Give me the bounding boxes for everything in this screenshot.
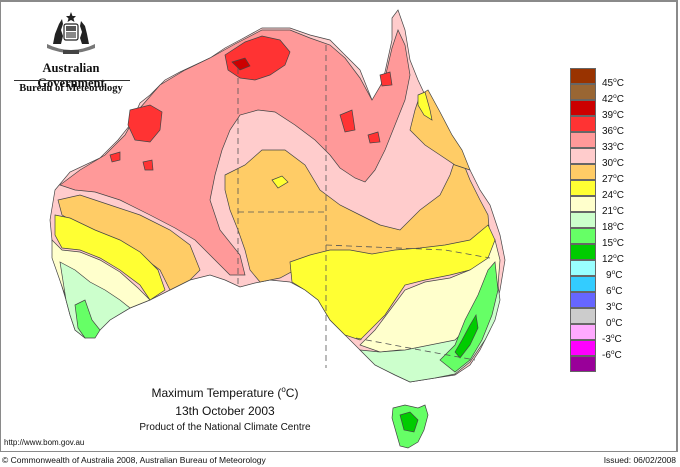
legend-swatch-9 xyxy=(570,260,596,276)
legend-label-24: 24oC xyxy=(602,189,624,201)
legend-swatch-36 xyxy=(570,116,596,132)
map-product: Product of the National Climate Centre xyxy=(139,422,311,433)
legend-label-33: 33oC xyxy=(602,141,624,153)
legend-swatch-3 xyxy=(570,292,596,308)
zone-36c-kimberley xyxy=(127,104,163,143)
state-border-nsw-vic xyxy=(355,337,476,361)
legend-label-minus6: -6oC xyxy=(602,349,622,361)
legend-label-6: 6oC xyxy=(606,285,623,297)
legend-swatch-0 xyxy=(570,308,596,324)
government-name: Australian Government xyxy=(37,61,105,90)
legend-swatch-minus6 xyxy=(570,340,596,356)
agency-name: Bureau of Meteorology xyxy=(19,83,123,94)
copyright-text: © Commonwealth of Australia 2008, Austra… xyxy=(2,455,266,465)
legend-swatch-12 xyxy=(570,244,596,260)
legend-label-0: 0oC xyxy=(606,317,623,329)
bom-logo: Australian Government Bureau of Meteorol… xyxy=(8,8,134,96)
bom-url-link[interactable]: http://www.bom.gov.au xyxy=(4,438,85,447)
legend-swatch-6 xyxy=(570,276,596,292)
zone-24c-qld xyxy=(417,91,433,121)
tasmania-12c xyxy=(399,411,419,433)
legend-swatch-18 xyxy=(570,212,596,228)
legend-label-36: 36oC xyxy=(602,125,624,137)
zone-39c xyxy=(231,57,251,71)
zone-36c-pilbara-1 xyxy=(109,151,121,163)
coat-of-arms-icon xyxy=(47,12,95,54)
zone-24c-south xyxy=(289,224,496,341)
legend-label-minus3: -3oC xyxy=(602,333,622,345)
zone-24c-central-patch xyxy=(271,175,289,189)
legend-swatch-45 xyxy=(570,68,596,84)
legend-label-18: 18oC xyxy=(602,221,624,233)
zone-36c-qld-1 xyxy=(339,109,356,133)
legend-label-27: 27oC xyxy=(602,173,624,185)
logo-divider xyxy=(14,80,130,81)
legend-swatch-21 xyxy=(570,196,596,212)
issued-date: Issued: 06/02/2008 xyxy=(603,455,676,465)
zone-36c-qld-3 xyxy=(367,131,381,144)
zone-33c xyxy=(59,29,411,276)
zone-15c-se xyxy=(439,261,499,373)
legend-swatch-minus3 xyxy=(570,324,596,340)
legend-swatch-33 xyxy=(570,132,596,148)
legend-swatch-15 xyxy=(570,228,596,244)
zone-12c-se xyxy=(454,313,479,359)
map-date: 13th October 2003 xyxy=(175,404,275,418)
zone-36c-pilbara-2 xyxy=(142,159,154,171)
legend-label-21: 21oC xyxy=(602,205,624,217)
legend-label-42: 42oC xyxy=(602,93,624,105)
legend-swatch-39 xyxy=(570,100,596,116)
map-title: Maximum Temperature (oC) xyxy=(151,385,299,400)
legend-label-30: 30oC xyxy=(602,157,624,169)
zone-36c-qld-2 xyxy=(379,71,393,87)
legend-label-45: 45oC xyxy=(602,77,624,89)
legend-swatch-42 xyxy=(570,84,596,100)
legend-label-12: 12oC xyxy=(602,253,624,265)
legend-swatch-24 xyxy=(570,180,596,196)
legend-label-39: 39oC xyxy=(602,109,624,121)
legend-label-3: 3oC xyxy=(606,301,623,313)
legend-swatch-30 xyxy=(570,148,596,164)
legend-label-9: 9oC xyxy=(606,269,623,281)
legend-label-15: 15oC xyxy=(602,237,624,249)
zone-15c-sw xyxy=(74,299,101,339)
legend-swatch-27 xyxy=(570,164,596,180)
legend-swatch-below xyxy=(570,356,596,372)
temperature-map xyxy=(49,9,506,449)
